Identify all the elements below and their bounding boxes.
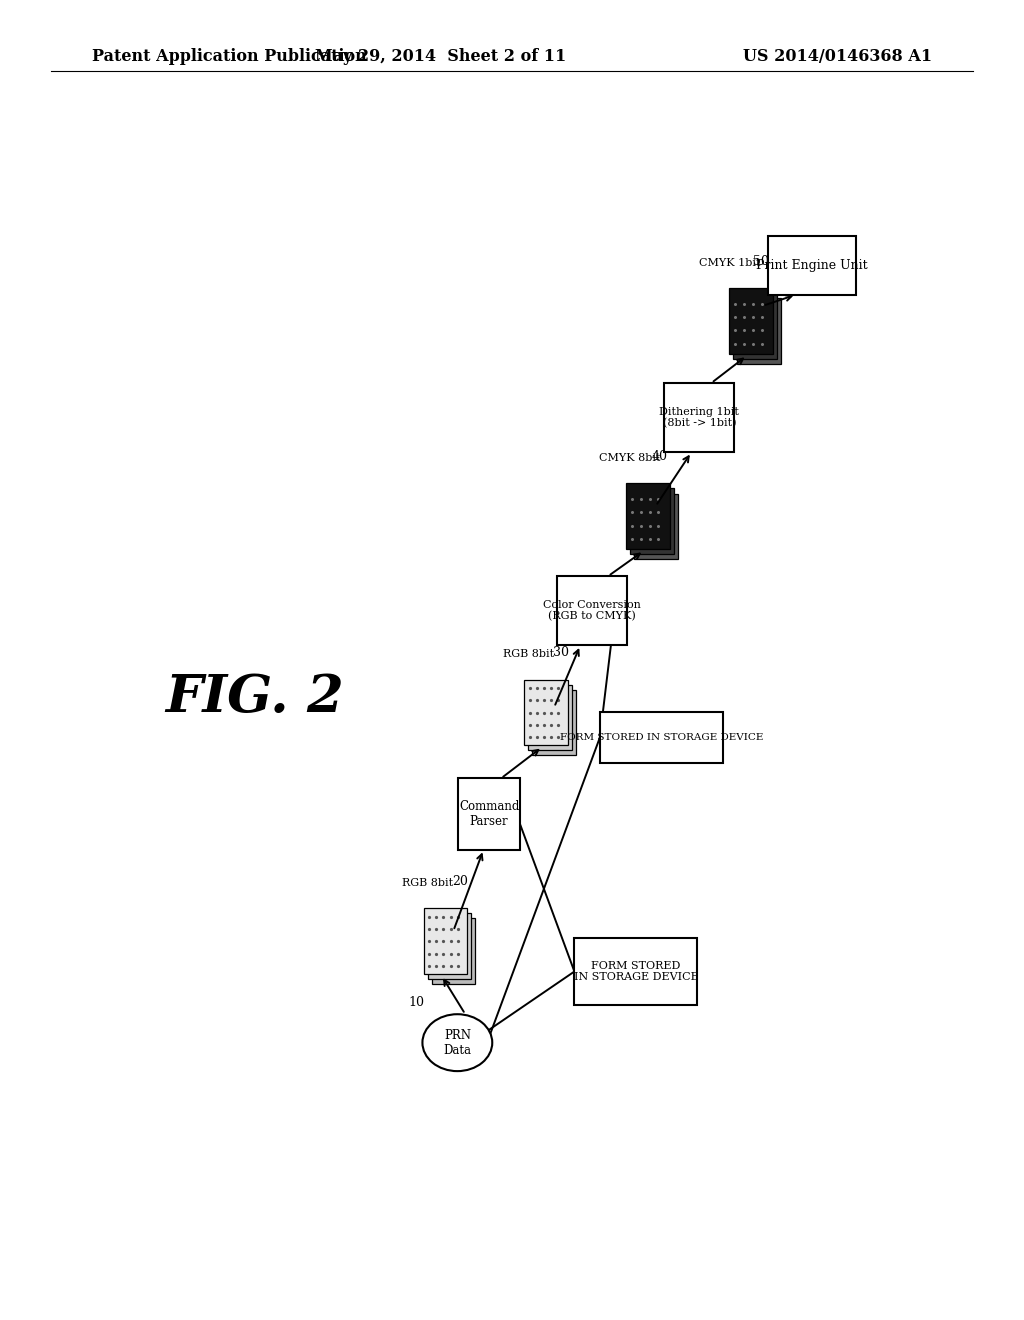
Text: CMYK 1bit: CMYK 1bit: [699, 259, 761, 268]
Text: Command
Parser: Command Parser: [459, 800, 519, 828]
Text: 30: 30: [553, 647, 568, 660]
Bar: [431, 919, 475, 983]
Bar: [532, 689, 577, 755]
Text: 10: 10: [408, 997, 424, 1008]
Text: RGB 8bit: RGB 8bit: [503, 649, 554, 660]
Bar: [424, 908, 467, 974]
Bar: [630, 488, 674, 554]
Bar: [626, 483, 670, 549]
Text: 40: 40: [652, 450, 668, 463]
Bar: [524, 680, 568, 746]
Text: FORM STORED IN STORAGE DEVICE: FORM STORED IN STORAGE DEVICE: [559, 733, 763, 742]
Bar: [458, 779, 520, 850]
Bar: [428, 913, 471, 979]
Text: Patent Application Publication: Patent Application Publication: [92, 48, 367, 65]
Ellipse shape: [423, 1014, 493, 1071]
Bar: [600, 713, 723, 763]
Bar: [665, 383, 734, 453]
Text: RGB 8bit: RGB 8bit: [401, 878, 453, 888]
Bar: [768, 236, 856, 294]
Text: FIG. 2: FIG. 2: [166, 672, 344, 722]
Bar: [574, 939, 697, 1005]
Bar: [729, 288, 773, 354]
Bar: [737, 298, 780, 364]
Text: 50: 50: [753, 255, 768, 268]
Bar: [733, 293, 777, 359]
Text: May 29, 2014  Sheet 2 of 11: May 29, 2014 Sheet 2 of 11: [314, 48, 566, 65]
Text: Color Conversion
(RGB to CMYK): Color Conversion (RGB to CMYK): [544, 599, 641, 622]
Bar: [528, 685, 572, 750]
Text: PRN
Data: PRN Data: [443, 1028, 471, 1057]
Text: US 2014/0146368 A1: US 2014/0146368 A1: [742, 48, 932, 65]
Bar: [557, 576, 627, 645]
Text: FORM STORED
IN STORAGE DEVICE: FORM STORED IN STORAGE DEVICE: [573, 961, 698, 982]
Text: 20: 20: [452, 875, 468, 888]
Text: Dithering 1bit
(8bit -> 1bit): Dithering 1bit (8bit -> 1bit): [659, 407, 739, 429]
Bar: [634, 494, 678, 560]
Text: Print Engine Unit: Print Engine Unit: [757, 259, 868, 272]
Text: CMYK 8bit: CMYK 8bit: [599, 453, 660, 463]
